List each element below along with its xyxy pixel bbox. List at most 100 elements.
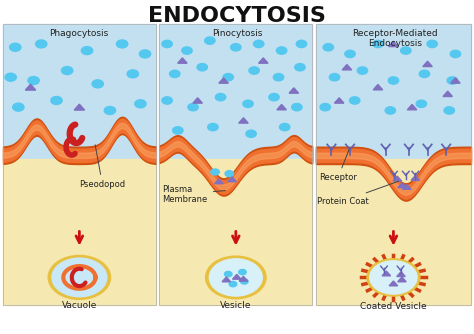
Circle shape — [385, 107, 395, 114]
Circle shape — [357, 67, 368, 74]
Text: Vacuole: Vacuole — [62, 301, 97, 310]
Circle shape — [329, 73, 340, 81]
Circle shape — [243, 100, 253, 108]
Circle shape — [188, 104, 198, 111]
Circle shape — [182, 47, 192, 54]
Circle shape — [229, 282, 237, 287]
Circle shape — [162, 97, 173, 104]
Circle shape — [254, 40, 264, 47]
Circle shape — [370, 261, 417, 294]
Polygon shape — [335, 98, 344, 103]
Polygon shape — [215, 179, 223, 184]
Circle shape — [367, 259, 420, 296]
Circle shape — [52, 258, 107, 297]
Circle shape — [388, 77, 399, 84]
Circle shape — [280, 124, 290, 131]
Circle shape — [373, 40, 383, 47]
Circle shape — [225, 171, 234, 177]
Circle shape — [205, 37, 215, 44]
Bar — [159, 24, 312, 305]
Polygon shape — [228, 177, 237, 182]
Bar — [316, 24, 471, 305]
Circle shape — [240, 279, 248, 284]
Polygon shape — [277, 105, 286, 110]
Text: Receptor: Receptor — [319, 150, 357, 182]
Text: Coated Vesicle: Coated Vesicle — [360, 302, 427, 311]
Circle shape — [206, 256, 266, 299]
Circle shape — [127, 70, 138, 78]
Text: Pseodopod: Pseodopod — [79, 145, 126, 189]
Polygon shape — [423, 61, 432, 66]
Circle shape — [208, 124, 218, 131]
Polygon shape — [342, 64, 352, 70]
Circle shape — [444, 107, 455, 114]
Circle shape — [135, 100, 146, 108]
Circle shape — [210, 259, 262, 296]
Polygon shape — [407, 105, 417, 110]
Polygon shape — [451, 78, 460, 83]
Circle shape — [323, 44, 334, 51]
Circle shape — [345, 50, 355, 57]
Polygon shape — [402, 185, 411, 189]
Polygon shape — [259, 58, 268, 63]
Circle shape — [246, 130, 256, 137]
Circle shape — [104, 107, 116, 115]
Circle shape — [447, 77, 457, 84]
Circle shape — [13, 103, 24, 111]
Circle shape — [28, 76, 39, 85]
Circle shape — [273, 73, 284, 81]
Text: Phagocytosis: Phagocytosis — [49, 29, 108, 38]
Polygon shape — [393, 176, 401, 181]
Text: Vesicle: Vesicle — [220, 301, 252, 310]
Circle shape — [401, 47, 411, 54]
Polygon shape — [222, 277, 231, 282]
Polygon shape — [219, 78, 228, 83]
Circle shape — [269, 94, 279, 101]
Polygon shape — [443, 91, 452, 97]
Text: Protein Coat: Protein Coat — [318, 181, 399, 206]
Bar — [3, 24, 156, 305]
Circle shape — [36, 40, 47, 48]
Circle shape — [92, 80, 103, 88]
Polygon shape — [389, 281, 398, 286]
Text: Plasma
Membrane: Plasma Membrane — [163, 184, 226, 204]
Circle shape — [139, 50, 151, 58]
Text: Pinocytosis: Pinocytosis — [212, 29, 262, 38]
Polygon shape — [239, 276, 247, 281]
Circle shape — [82, 47, 93, 54]
Circle shape — [296, 40, 307, 47]
Circle shape — [349, 97, 360, 104]
Polygon shape — [389, 41, 398, 47]
Circle shape — [48, 256, 110, 299]
Circle shape — [170, 70, 180, 77]
Polygon shape — [74, 104, 84, 110]
Circle shape — [276, 47, 287, 54]
Circle shape — [173, 127, 183, 134]
Circle shape — [51, 97, 62, 105]
Polygon shape — [398, 277, 406, 282]
Circle shape — [238, 270, 246, 275]
Text: ENDOCYTOSIS: ENDOCYTOSIS — [148, 6, 326, 26]
Circle shape — [249, 67, 259, 74]
Polygon shape — [193, 98, 202, 103]
Circle shape — [215, 94, 226, 101]
Circle shape — [320, 104, 330, 111]
Polygon shape — [239, 118, 248, 123]
Polygon shape — [411, 176, 419, 180]
Text: Receptor-Mediated
Endocytosis: Receptor-Mediated Endocytosis — [353, 29, 438, 48]
Circle shape — [225, 272, 232, 277]
Circle shape — [117, 40, 128, 48]
Circle shape — [9, 43, 21, 51]
Circle shape — [162, 40, 173, 47]
Polygon shape — [382, 271, 391, 276]
Polygon shape — [178, 58, 187, 63]
Polygon shape — [233, 274, 241, 279]
Circle shape — [197, 63, 208, 71]
Circle shape — [211, 169, 219, 175]
Polygon shape — [373, 85, 383, 90]
Polygon shape — [25, 84, 36, 90]
Polygon shape — [289, 88, 299, 93]
Circle shape — [5, 73, 17, 81]
Circle shape — [295, 63, 305, 71]
Circle shape — [419, 70, 429, 77]
